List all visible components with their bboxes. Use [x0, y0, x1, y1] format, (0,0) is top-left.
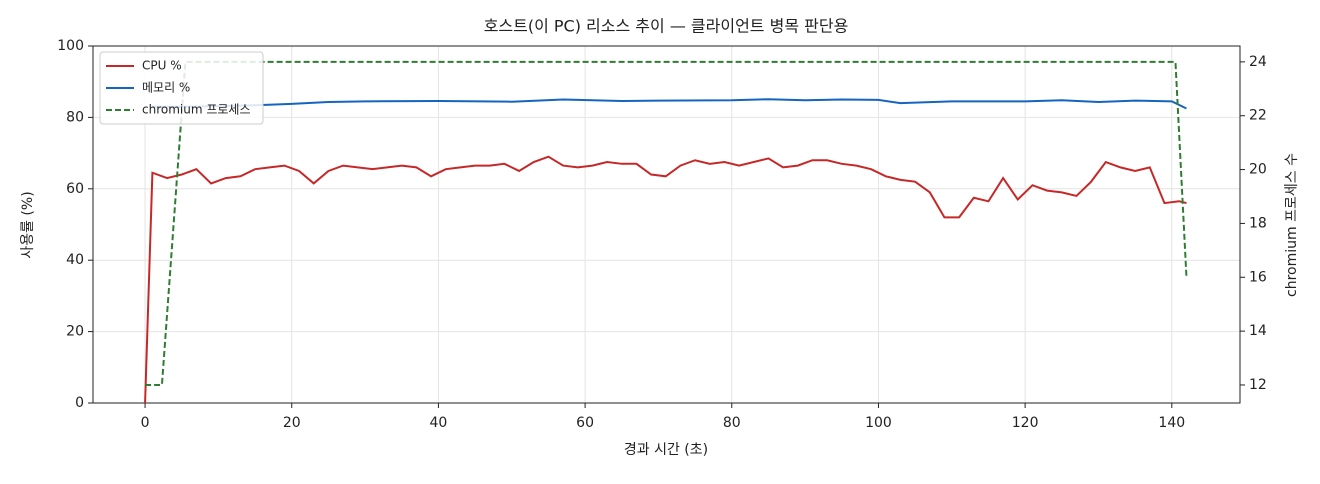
x-tick-label: 80: [723, 415, 741, 431]
x-tick-label: 20: [283, 415, 301, 431]
x-tick-label: 60: [576, 415, 594, 431]
y2-tick-label: 22: [1249, 108, 1267, 124]
plot-frame: [92, 45, 1241, 404]
y2-tick-label: 14: [1249, 323, 1267, 339]
y-tick-label: 100: [57, 38, 84, 54]
y-tick-label: 0: [75, 395, 84, 411]
legend-label: 메모리 %: [142, 81, 190, 95]
series-line: [152, 98, 1187, 110]
chart-title: 호스트(이 PC) 리소스 추이 — 클라이언트 병목 판단용: [484, 17, 849, 36]
legend-label: chromium 프로세스: [142, 103, 251, 117]
y2-tick-label: 20: [1249, 162, 1267, 178]
x-tick-label: 140: [1158, 415, 1185, 431]
y2-tick-label: 12: [1249, 377, 1267, 393]
legend-label: CPU %: [142, 59, 182, 73]
x-tick-label: 40: [430, 415, 448, 431]
y-tick-label: 40: [66, 252, 84, 268]
y-tick-label: 60: [66, 181, 84, 197]
x-axis-label: 경과 시간 (초): [624, 442, 708, 458]
x-tick-label: 120: [1012, 415, 1039, 431]
series-line: [145, 60, 1188, 386]
legend-box: [99, 51, 264, 125]
x-tick-label: 100: [865, 415, 892, 431]
y-axis-label: 사용률 (%): [20, 191, 36, 258]
y2-tick-label: 18: [1249, 215, 1267, 231]
y-tick-label: 80: [66, 109, 84, 125]
x-tick-label: 0: [141, 415, 150, 431]
y2-tick-label: 16: [1249, 269, 1267, 285]
y2-axis-label: chromium 프로세스 수: [1284, 153, 1300, 297]
y-tick-label: 20: [66, 324, 84, 340]
y2-tick-label: 24: [1249, 54, 1267, 70]
series-line: [144, 155, 1187, 404]
